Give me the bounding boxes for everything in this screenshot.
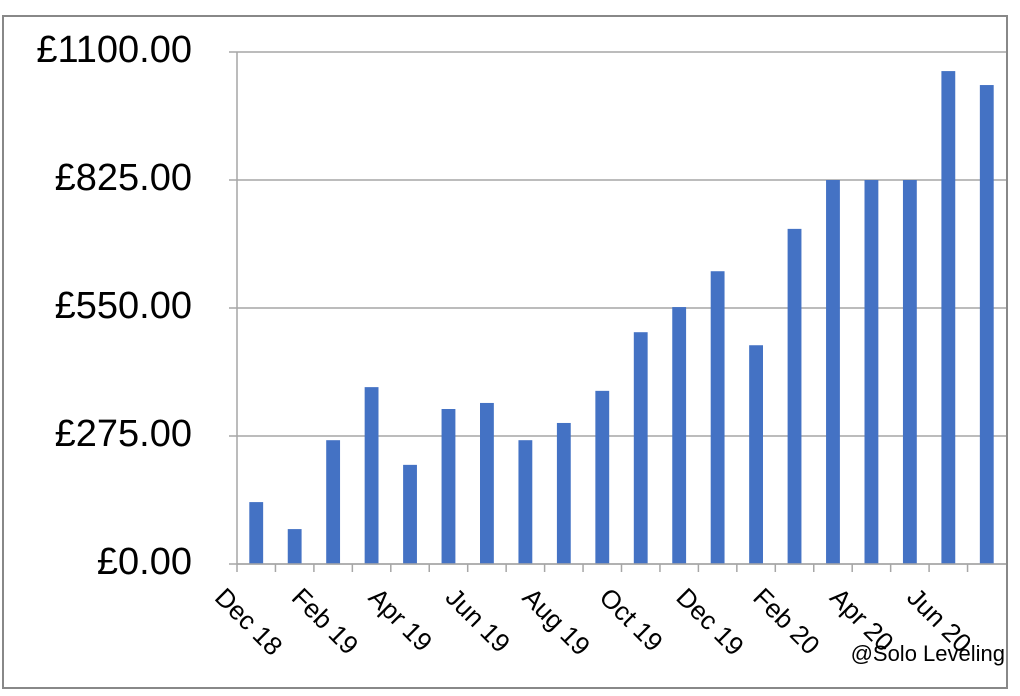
bar <box>902 180 917 564</box>
y-tick-label: £550.00 <box>55 285 192 327</box>
y-tick-label: £825.00 <box>55 157 192 199</box>
y-tick-label: £0.00 <box>97 541 192 583</box>
bar <box>941 71 956 565</box>
bar <box>595 390 610 564</box>
bar <box>364 387 379 564</box>
y-tick-label: £1100.00 <box>36 29 192 71</box>
bar <box>787 228 802 564</box>
bar <box>633 332 648 564</box>
watermark: @Solo Leveling <box>851 641 1005 666</box>
y-tick-label: £275.00 <box>55 413 192 455</box>
bar <box>556 422 571 564</box>
bar <box>287 529 302 564</box>
bar <box>326 440 341 564</box>
bar <box>749 345 763 564</box>
bar <box>403 464 417 564</box>
bar <box>441 409 456 564</box>
bar <box>480 402 494 564</box>
bar <box>710 271 725 564</box>
bar <box>864 180 879 564</box>
bar <box>518 440 533 564</box>
bar <box>249 502 264 564</box>
bar <box>979 85 994 564</box>
chart-border <box>2 15 1008 689</box>
bar <box>672 307 687 564</box>
bar <box>826 180 840 564</box>
